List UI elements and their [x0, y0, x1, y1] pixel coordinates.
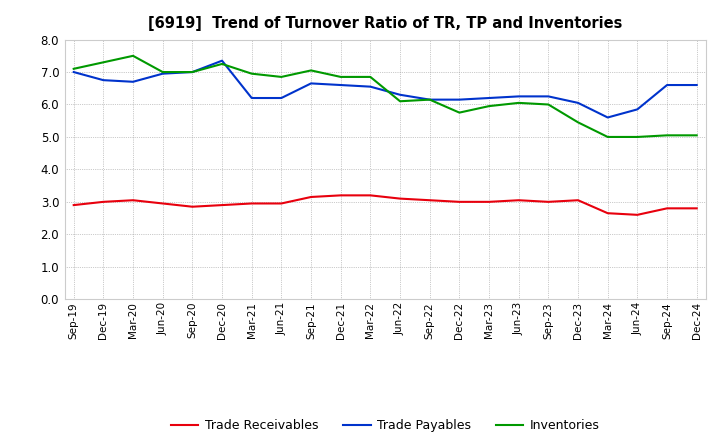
Inventories	[277, 74, 286, 80]
Trade Receivables	[426, 198, 434, 203]
Trade Payables	[455, 97, 464, 102]
Trade Receivables	[277, 201, 286, 206]
Trade Receivables	[693, 205, 701, 211]
Inventories	[307, 68, 315, 73]
Trade Receivables	[69, 202, 78, 208]
Inventories	[336, 74, 345, 80]
Inventories	[188, 70, 197, 75]
Trade Payables	[396, 92, 405, 97]
Inventories	[485, 103, 493, 109]
Trade Receivables	[514, 198, 523, 203]
Inventories	[158, 70, 167, 75]
Trade Payables	[69, 70, 78, 75]
Trade Payables	[693, 82, 701, 88]
Inventories	[514, 100, 523, 106]
Legend: Trade Receivables, Trade Payables, Inventories: Trade Receivables, Trade Payables, Inven…	[166, 414, 605, 437]
Title: [6919]  Trend of Turnover Ratio of TR, TP and Inventories: [6919] Trend of Turnover Ratio of TR, TP…	[148, 16, 622, 32]
Trade Receivables	[307, 194, 315, 200]
Trade Payables	[188, 70, 197, 75]
Trade Receivables	[99, 199, 108, 205]
Trade Receivables	[633, 212, 642, 217]
Trade Payables	[574, 100, 582, 106]
Trade Payables	[158, 71, 167, 76]
Trade Payables	[662, 82, 671, 88]
Trade Payables	[485, 95, 493, 101]
Trade Receivables	[129, 198, 138, 203]
Trade Payables	[277, 95, 286, 101]
Trade Payables	[129, 79, 138, 84]
Trade Payables	[426, 97, 434, 102]
Trade Receivables	[158, 201, 167, 206]
Trade Payables	[217, 58, 226, 63]
Trade Receivables	[396, 196, 405, 201]
Trade Receivables	[485, 199, 493, 205]
Trade Receivables	[336, 193, 345, 198]
Trade Receivables	[662, 205, 671, 211]
Inventories	[455, 110, 464, 115]
Trade Payables	[603, 115, 612, 120]
Inventories	[99, 60, 108, 65]
Trade Payables	[544, 94, 553, 99]
Line: Trade Payables: Trade Payables	[73, 61, 697, 117]
Trade Payables	[307, 81, 315, 86]
Inventories	[217, 61, 226, 66]
Trade Payables	[633, 107, 642, 112]
Line: Inventories: Inventories	[73, 56, 697, 137]
Inventories	[129, 53, 138, 59]
Inventories	[544, 102, 553, 107]
Trade Receivables	[248, 201, 256, 206]
Inventories	[248, 71, 256, 76]
Inventories	[366, 74, 374, 80]
Trade Payables	[99, 77, 108, 83]
Trade Receivables	[366, 193, 374, 198]
Inventories	[662, 133, 671, 138]
Inventories	[69, 66, 78, 71]
Trade Payables	[514, 94, 523, 99]
Inventories	[633, 134, 642, 139]
Inventories	[396, 99, 405, 104]
Inventories	[574, 120, 582, 125]
Trade Receivables	[188, 204, 197, 209]
Trade Receivables	[603, 211, 612, 216]
Inventories	[693, 133, 701, 138]
Trade Receivables	[455, 199, 464, 205]
Trade Payables	[336, 82, 345, 88]
Trade Payables	[366, 84, 374, 89]
Inventories	[603, 134, 612, 139]
Trade Payables	[248, 95, 256, 101]
Trade Receivables	[217, 202, 226, 208]
Trade Receivables	[574, 198, 582, 203]
Inventories	[426, 97, 434, 102]
Trade Receivables	[544, 199, 553, 205]
Line: Trade Receivables: Trade Receivables	[73, 195, 697, 215]
